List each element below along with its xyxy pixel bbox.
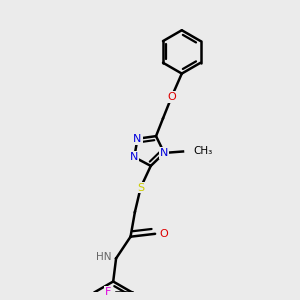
Text: CH₃: CH₃ xyxy=(193,146,212,157)
Text: N: N xyxy=(133,134,142,144)
Text: S: S xyxy=(137,183,144,193)
Text: N: N xyxy=(160,148,168,158)
Text: N: N xyxy=(130,152,139,162)
Text: O: O xyxy=(167,92,176,102)
Text: HN: HN xyxy=(96,252,112,262)
Text: F: F xyxy=(104,287,111,297)
Text: O: O xyxy=(159,229,168,239)
